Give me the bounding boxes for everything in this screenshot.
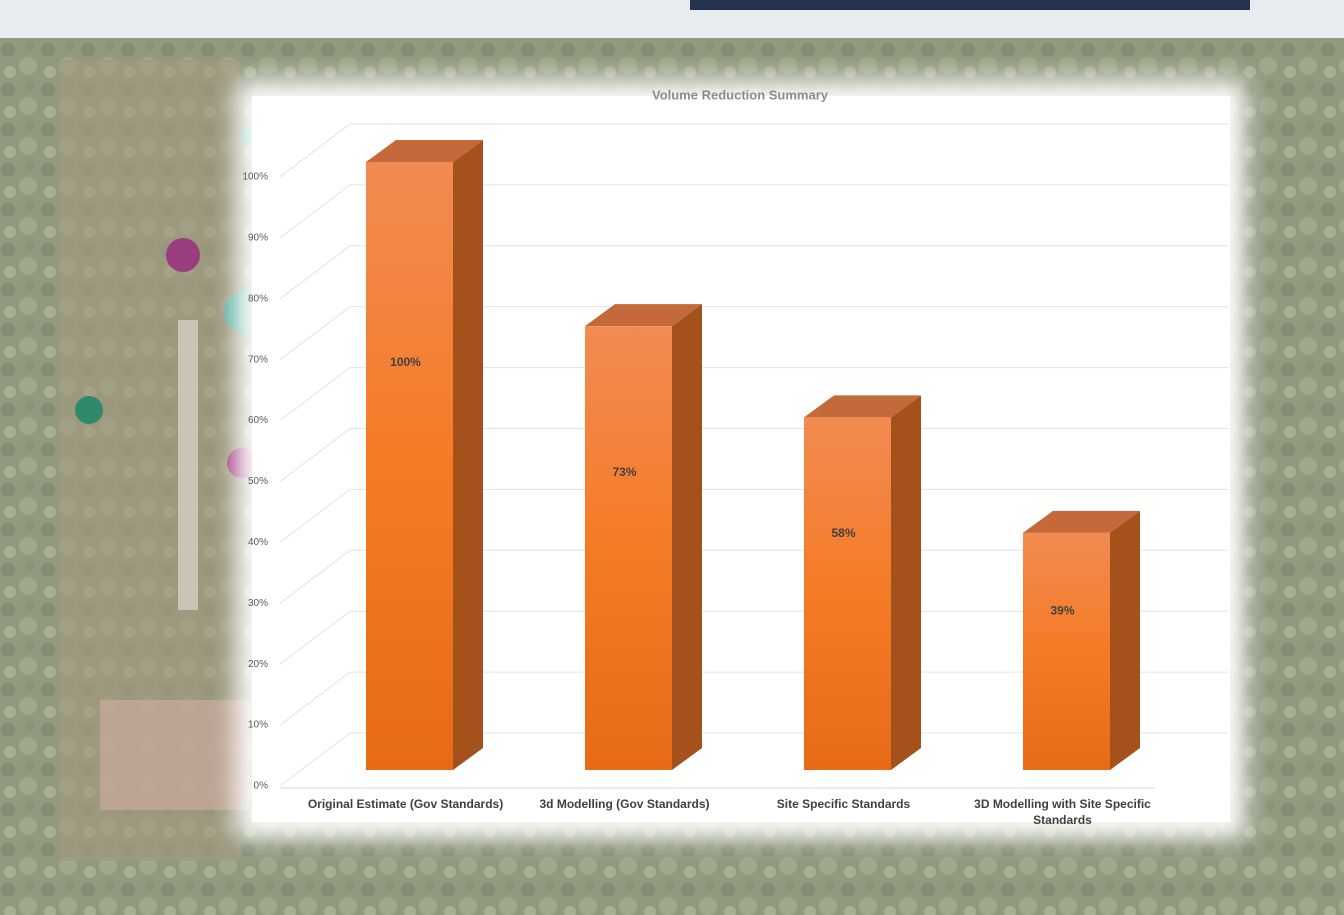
grid-line	[279, 732, 1228, 787]
bar	[585, 326, 672, 770]
chart-title: Volume Reduction Summary	[652, 87, 829, 102]
x-tick-label: Site Specific Standards	[776, 797, 911, 811]
grid-line	[279, 488, 1228, 543]
bar-side	[1110, 510, 1140, 770]
value-label: 39%	[1050, 603, 1074, 617]
grid-line	[279, 428, 1228, 482]
grid-line	[279, 367, 1228, 421]
y-tick-label: 60%	[248, 415, 268, 426]
y-tick-label: 100%	[242, 172, 268, 183]
bar	[366, 162, 453, 770]
y-tick-label: 40%	[248, 537, 268, 548]
y-tick-label: 10%	[248, 720, 268, 731]
grid-line	[279, 610, 1228, 665]
bar	[804, 417, 891, 770]
y-tick-label: 0%	[254, 781, 269, 792]
x-tick-label: 3d Modelling (Gov Standards)	[539, 797, 710, 811]
grid-line	[279, 245, 1228, 300]
grid-line	[279, 306, 1228, 361]
y-tick-label: 30%	[248, 598, 268, 609]
bar-side	[672, 304, 702, 770]
value-label: 73%	[612, 465, 636, 479]
x-tick-label: Original Estimate (Gov Standards)	[307, 797, 504, 811]
grid-line	[279, 549, 1228, 604]
y-tick-label: 80%	[248, 293, 268, 304]
x-tick-label: 3D Modelling with Site Specific Standard…	[974, 797, 1151, 827]
bar-top	[804, 395, 921, 418]
bar-side	[453, 140, 483, 770]
bar	[1023, 532, 1110, 770]
bar-top	[585, 304, 702, 327]
grid-line	[279, 671, 1228, 726]
grid-line	[279, 184, 1228, 239]
value-label: 100%	[390, 355, 421, 369]
bar-side	[891, 395, 921, 770]
bar-top	[366, 140, 483, 162]
grid-line	[279, 123, 1228, 178]
bar-top	[1023, 510, 1140, 533]
value-label: 58%	[831, 526, 855, 540]
y-tick-label: 70%	[248, 354, 268, 365]
y-tick-label: 20%	[248, 659, 268, 670]
y-tick-label: 50%	[248, 476, 268, 487]
y-tick-label: 90%	[248, 233, 268, 244]
